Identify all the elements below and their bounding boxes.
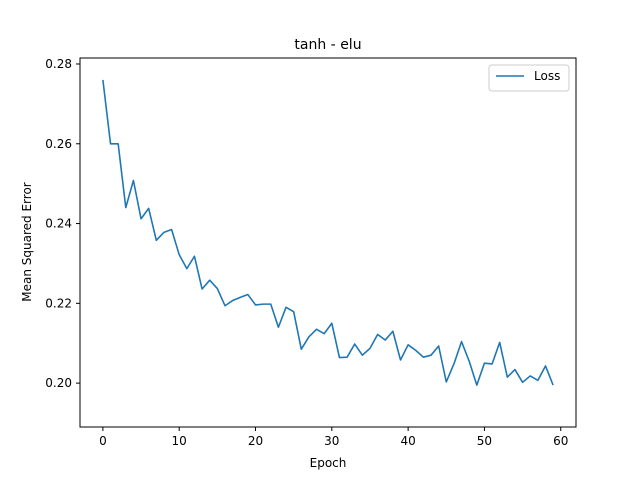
x-tick-label: 10 <box>172 434 187 448</box>
x-tick-label: 0 <box>99 434 107 448</box>
y-axis-label: Mean Squared Error <box>20 182 34 302</box>
y-tick-label: 0.20 <box>45 376 72 390</box>
plot-area <box>102 79 554 386</box>
legend-label-loss: Loss <box>534 69 560 83</box>
x-tick-label: 50 <box>477 434 492 448</box>
x-tick-label: 30 <box>324 434 339 448</box>
series-line-loss <box>102 79 554 386</box>
x-tick-label: 40 <box>400 434 415 448</box>
y-tick-label: 0.22 <box>45 296 72 310</box>
x-axis-label: Epoch <box>310 456 347 470</box>
legend: Loss <box>488 64 570 92</box>
x-axis: 0 10 20 30 40 50 60 <box>99 427 568 448</box>
x-tick-label: 60 <box>553 434 568 448</box>
legend-box <box>488 64 570 92</box>
y-tick-label: 0.24 <box>45 217 72 231</box>
y-tick-label: 0.26 <box>45 137 72 151</box>
x-tick-label: 20 <box>248 434 263 448</box>
chart-title: tanh - elu <box>294 37 361 53</box>
y-axis: 0.20 0.22 0.24 0.26 0.28 <box>45 57 80 390</box>
plot-frame <box>79 57 577 428</box>
y-tick-label: 0.28 <box>45 57 72 71</box>
